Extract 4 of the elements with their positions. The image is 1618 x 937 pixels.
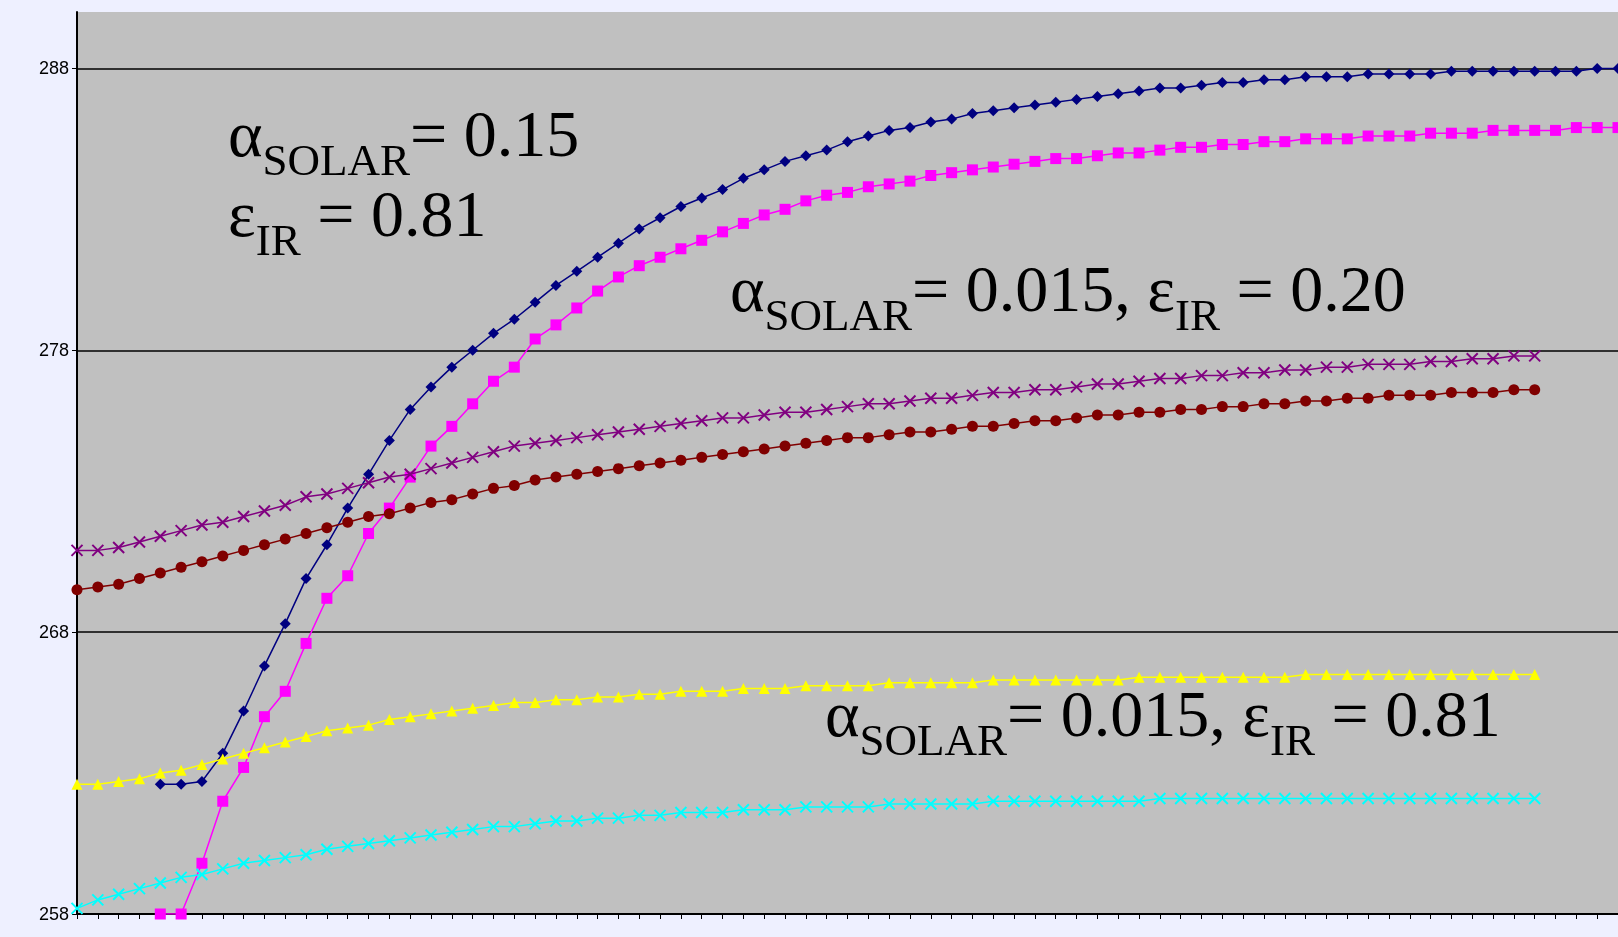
y-tick-label: 268 <box>38 622 69 643</box>
y-tick-label: 278 <box>38 340 69 361</box>
y-tick-label: 288 <box>38 58 69 79</box>
y-tick-label: 258 <box>38 904 69 924</box>
